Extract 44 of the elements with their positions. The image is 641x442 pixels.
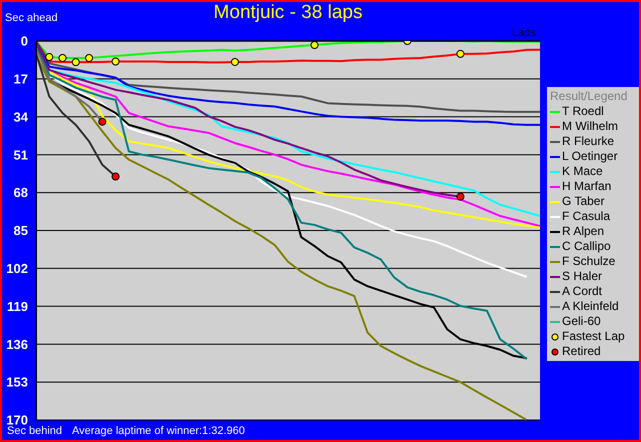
legend-label: T Roedl xyxy=(562,104,604,119)
y-tick-label: 153 xyxy=(6,374,28,390)
legend-label: R Fleurke xyxy=(562,134,614,149)
legend-label: Retired xyxy=(562,344,601,359)
y-tick-label: 102 xyxy=(6,261,28,276)
point xyxy=(72,58,80,66)
text: Sec behind xyxy=(7,425,62,437)
y-tick-label: 68 xyxy=(14,185,28,200)
legend-label: C Callipo xyxy=(562,239,611,254)
legend-label: Fastest Lap xyxy=(562,329,625,344)
point xyxy=(112,172,120,181)
y-tick-label: 0 xyxy=(20,34,28,49)
legend-label: M Wilhelm xyxy=(562,119,618,134)
legend-title: Result/Legend xyxy=(550,89,628,104)
chart-title: Montjuic - 38 laps xyxy=(214,2,362,23)
point xyxy=(230,58,239,66)
point xyxy=(112,58,120,66)
point xyxy=(98,118,106,126)
point xyxy=(456,50,464,58)
legend-label: A Kleinfeld xyxy=(562,299,619,314)
y-tick-label: 17 xyxy=(14,72,28,87)
point xyxy=(45,53,54,62)
point xyxy=(310,41,319,50)
y-tick-label: 34 xyxy=(14,109,29,124)
legend-label: A Cordt xyxy=(562,284,602,299)
legend-label: F Schulze xyxy=(562,254,616,269)
y-axis-title: Sec ahead xyxy=(5,12,58,24)
legend-label: R Alpen xyxy=(562,224,604,239)
y-tick-label: 136 xyxy=(6,336,28,352)
legend-label: H Marfan xyxy=(562,179,612,194)
text: Average laptime of winner:1:32.960 xyxy=(72,425,245,437)
legend-label: G Taber xyxy=(562,194,604,209)
legend-label: Geli-60 xyxy=(562,314,601,329)
y-tick-label: 85 xyxy=(14,223,28,238)
legend-label: F Casula xyxy=(562,209,610,224)
point xyxy=(456,192,464,201)
y-tick-label: 51 xyxy=(14,147,28,162)
point xyxy=(85,54,94,62)
x-axis-title: Laps xyxy=(512,27,536,39)
legend-label: L Oetinger xyxy=(562,149,618,164)
point xyxy=(58,54,67,62)
y-tick-label: 119 xyxy=(7,298,28,314)
legend-label: S Haler xyxy=(562,269,602,284)
legend-label: K Mace xyxy=(562,164,603,179)
